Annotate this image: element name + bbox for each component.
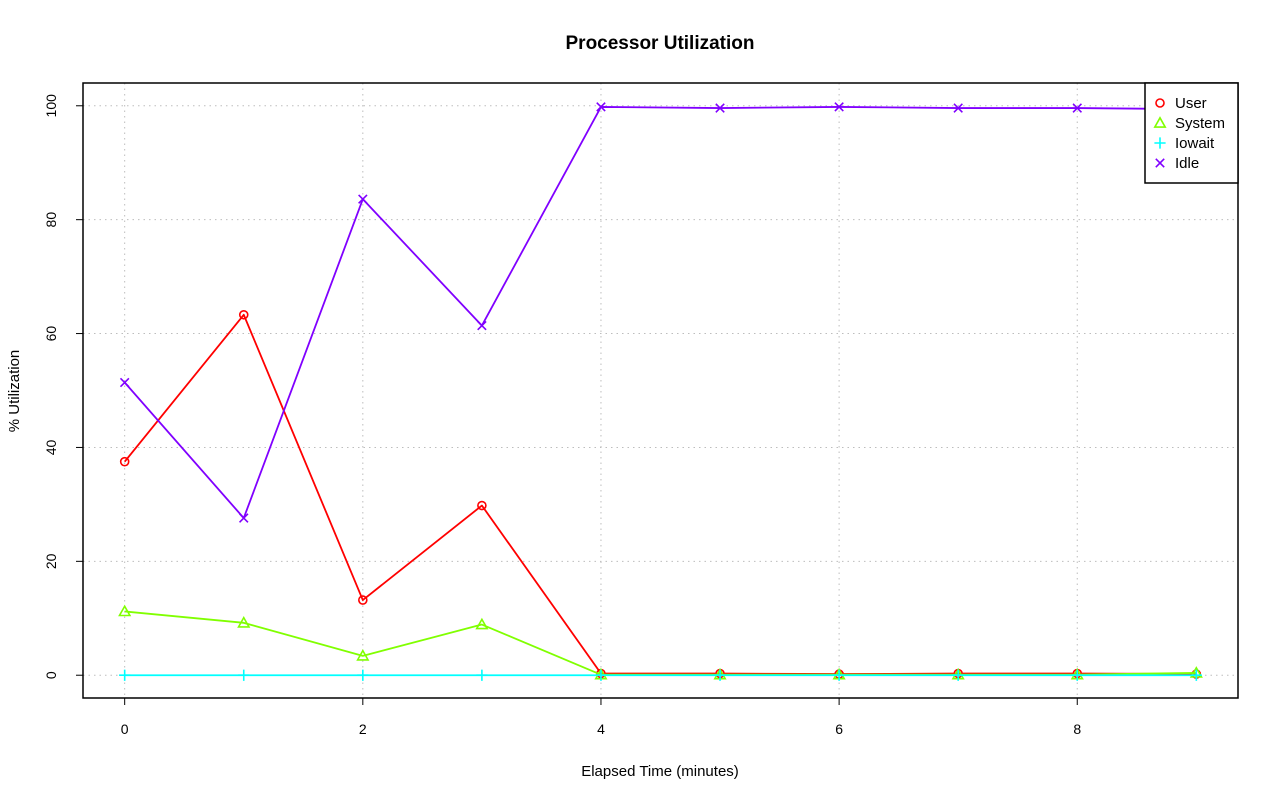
y-tick-label: 0 xyxy=(43,671,59,679)
data-series xyxy=(118,102,1203,681)
series-user xyxy=(119,309,1202,679)
data-point-idle xyxy=(596,102,606,112)
data-point-idle xyxy=(1072,103,1083,113)
data-point-iowait xyxy=(1071,669,1083,681)
legend: User System Iowait Idle xyxy=(1144,82,1239,184)
data-point-user xyxy=(477,500,487,511)
plot-frame xyxy=(82,82,1239,699)
data-point-iowait xyxy=(714,669,726,681)
data-point-iowait xyxy=(595,669,607,681)
data-point-idle xyxy=(834,102,844,112)
x-tick-label: 8 xyxy=(1073,721,1081,737)
series-iowait xyxy=(119,669,1202,681)
y-tick-label: 40 xyxy=(43,439,59,455)
series-line-system xyxy=(124,610,1197,676)
data-point-system xyxy=(475,617,489,630)
legend-label-user: User xyxy=(1175,95,1207,112)
series-idle xyxy=(119,102,1202,523)
y-tick-label: 80 xyxy=(43,212,59,228)
y-axis-label: % Utilization xyxy=(6,350,23,433)
data-point-iowait xyxy=(1190,669,1202,681)
legend-label-idle: Idle xyxy=(1175,155,1199,172)
data-point-system xyxy=(118,604,132,617)
x-tick-label: 2 xyxy=(359,721,367,737)
data-point-idle xyxy=(715,103,725,113)
data-point-system xyxy=(356,649,370,661)
data-point-idle xyxy=(953,103,963,113)
legend-marker-user xyxy=(1155,98,1165,108)
grid-lines xyxy=(83,83,1238,698)
chart-title: Processor Utilization xyxy=(566,33,755,54)
data-point-iowait xyxy=(357,669,369,681)
data-point-user xyxy=(238,309,249,320)
legend-marker-iowait xyxy=(1154,137,1166,149)
legend-marker-system xyxy=(1153,116,1167,128)
legend-marker-idle xyxy=(1155,158,1165,168)
data-point-idle xyxy=(477,320,487,331)
legend-label-iowait: Iowait xyxy=(1175,135,1215,152)
y-tick-label: 20 xyxy=(43,553,59,569)
y-tick-label: 100 xyxy=(43,94,59,118)
data-point-iowait xyxy=(238,669,250,681)
data-point-iowait xyxy=(119,669,131,681)
data-point-user xyxy=(358,595,368,605)
x-tick-label: 4 xyxy=(597,721,605,737)
data-point-idle xyxy=(358,194,368,204)
data-point-user xyxy=(119,456,130,467)
y-tick-label: 60 xyxy=(43,326,59,342)
data-point-idle xyxy=(119,377,130,388)
series-system xyxy=(118,604,1203,680)
x-tick-label: 6 xyxy=(835,721,843,737)
x-axis-label: Elapsed Time (minutes) xyxy=(581,763,739,780)
series-line-user xyxy=(123,313,1197,675)
x-tick-label: 0 xyxy=(121,721,129,737)
data-point-idle xyxy=(238,513,249,523)
data-point-system xyxy=(237,616,251,628)
data-point-iowait xyxy=(476,669,488,681)
data-point-iowait xyxy=(833,669,845,681)
legend-label-system: System xyxy=(1175,115,1225,132)
series-line-idle xyxy=(123,106,1197,519)
data-point-iowait xyxy=(952,669,964,681)
